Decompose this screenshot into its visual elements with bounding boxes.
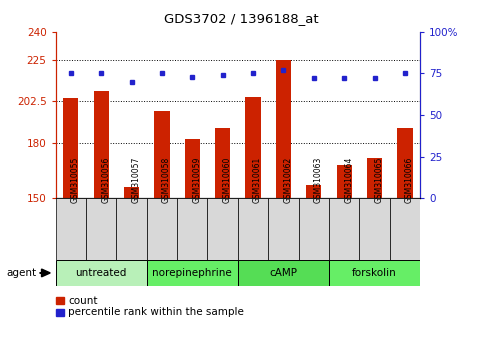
Text: percentile rank within the sample: percentile rank within the sample (68, 307, 244, 317)
Bar (276, 59, 291, 198)
Bar (306, 185, 322, 198)
Text: norepinephrine: norepinephrine (153, 268, 232, 278)
Bar (398, 128, 412, 198)
Bar (329, 198, 359, 260)
Text: cAMP: cAMP (270, 268, 298, 278)
Bar (147, 260, 238, 286)
Bar (298, 198, 329, 260)
Bar (337, 165, 352, 198)
Bar (147, 198, 177, 260)
Text: GSM310062: GSM310062 (284, 157, 293, 203)
Bar (56, 260, 147, 286)
Text: GSM310056: GSM310056 (101, 157, 110, 203)
Text: forskolin: forskolin (352, 268, 397, 278)
Bar (185, 139, 200, 198)
Bar (63, 98, 78, 198)
Text: GSM310058: GSM310058 (162, 157, 171, 203)
Bar (238, 260, 329, 286)
Bar (268, 198, 298, 260)
Text: count: count (68, 296, 98, 306)
Bar (94, 91, 109, 198)
Bar (86, 198, 116, 260)
Text: GSM310066: GSM310066 (405, 157, 414, 203)
Text: untreated: untreated (75, 268, 127, 278)
Text: GSM310059: GSM310059 (192, 157, 201, 203)
FancyArrow shape (40, 269, 50, 277)
Bar (390, 198, 420, 260)
Bar (367, 158, 382, 198)
Bar (359, 198, 390, 260)
Bar (154, 112, 170, 198)
Text: GSM310055: GSM310055 (71, 157, 80, 203)
Text: agent: agent (6, 268, 36, 278)
Bar (238, 198, 268, 260)
Bar (56, 198, 86, 260)
Bar (116, 198, 147, 260)
Bar (208, 198, 238, 260)
Bar (215, 128, 230, 198)
Bar (124, 187, 139, 198)
Text: GSM310061: GSM310061 (253, 157, 262, 203)
Text: GDS3702 / 1396188_at: GDS3702 / 1396188_at (164, 12, 319, 25)
Bar (245, 97, 261, 198)
Bar (329, 260, 420, 286)
Text: GSM310057: GSM310057 (131, 157, 141, 203)
Bar (177, 198, 208, 260)
Text: GSM310065: GSM310065 (375, 157, 384, 203)
Text: GSM310064: GSM310064 (344, 157, 353, 203)
Text: GSM310063: GSM310063 (314, 157, 323, 203)
Text: GSM310060: GSM310060 (223, 157, 232, 203)
